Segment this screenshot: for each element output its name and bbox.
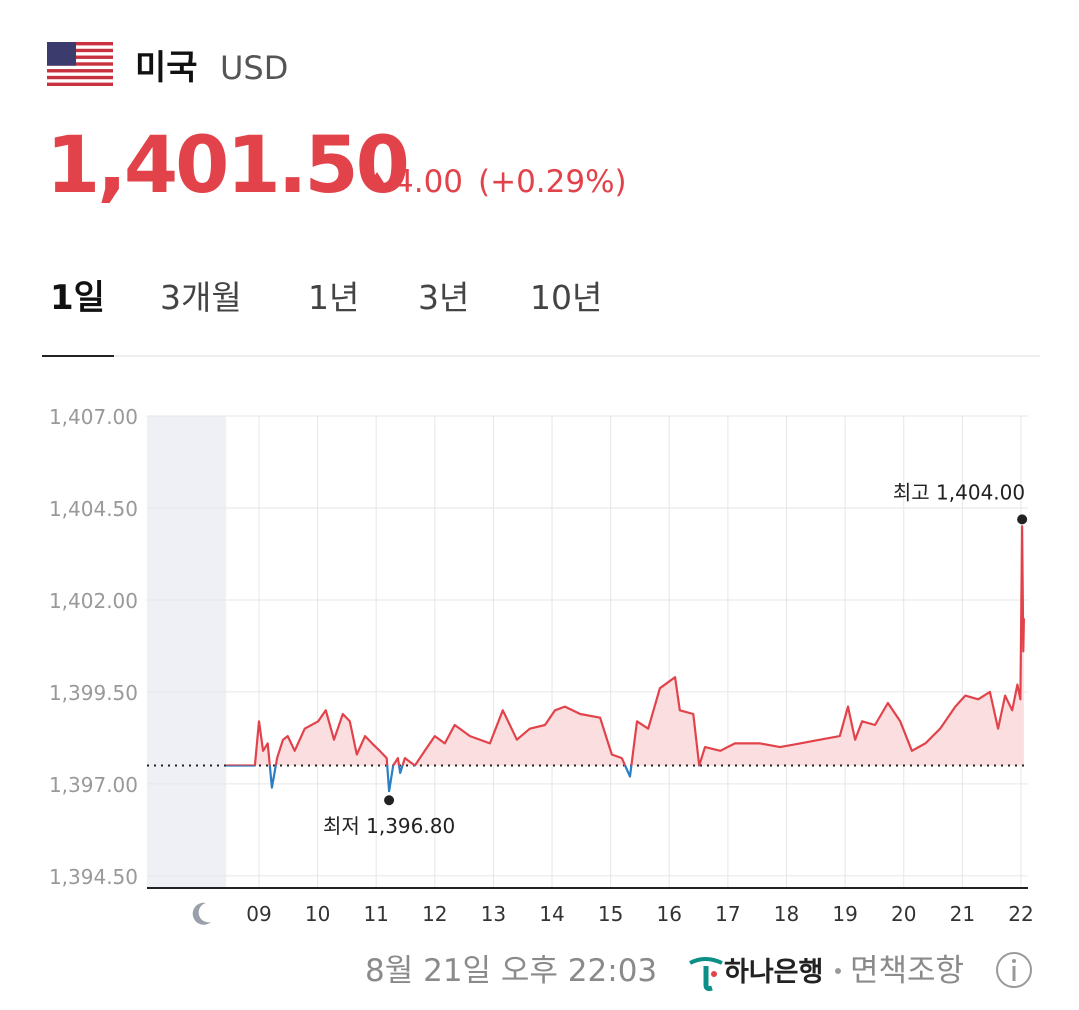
x-tick-label: 09 xyxy=(246,902,271,926)
chart: 1,394.50 1,397.00 1,399.50 1,402.00 1,404.50… xyxy=(49,405,1034,926)
timestamp: 8월 21일 오후 22:03 xyxy=(365,953,657,989)
bank-logo xyxy=(689,957,723,992)
price: 1,401.50 xyxy=(46,121,407,211)
separator xyxy=(835,968,841,974)
tab[interactable]: 1일 xyxy=(50,278,105,318)
x-tick-label: 13 xyxy=(481,902,506,926)
x-tick-label: 10 xyxy=(305,902,330,926)
tab[interactable]: 1년 xyxy=(308,278,359,317)
x-tick-label: 20 xyxy=(891,902,916,926)
annotation-dot xyxy=(1017,514,1028,525)
x-tick-label: 14 xyxy=(539,902,564,926)
x-tick-label: 12 xyxy=(422,902,447,926)
flag xyxy=(47,42,113,86)
tab[interactable]: 10년 xyxy=(530,278,602,317)
tab[interactable]: 3년 xyxy=(418,278,469,317)
area xyxy=(226,526,1024,766)
info-icon[interactable] xyxy=(996,952,1032,988)
shaded-range xyxy=(147,416,227,888)
x-tick-label: 16 xyxy=(657,902,682,926)
x-tick-label: 19 xyxy=(832,902,857,926)
change-percent: (+0.29%) xyxy=(478,164,627,200)
y-tick-label: 1,397.00 xyxy=(49,773,138,797)
annotation-dot xyxy=(384,795,395,806)
y-tick-label: 1,404.50 xyxy=(49,497,138,521)
tab-bar: 1일 3개월 1년 3년 10년 xyxy=(42,278,1040,357)
x-tick-label: 11 xyxy=(363,902,388,926)
x-tick-label: 21 xyxy=(950,902,975,926)
bank-name: 하나은행 xyxy=(724,957,823,988)
disclaimer[interactable]: 면책조항 xyxy=(850,953,964,989)
x-tick-label: 15 xyxy=(598,902,623,926)
annotation: 최저 1,396.80 xyxy=(323,814,455,838)
y-tick-label: 1,402.00 xyxy=(49,589,138,613)
y-tick-label: 1,407.00 xyxy=(49,405,138,429)
x-tick-label: 22 xyxy=(1008,902,1033,926)
x-tick-label: 17 xyxy=(715,902,740,926)
up-arrow xyxy=(368,172,386,186)
country: 미국 xyxy=(135,48,198,88)
currency: USD xyxy=(220,49,288,87)
y-tick-label: 1,399.50 xyxy=(49,681,138,705)
y-tick-label: 1,394.50 xyxy=(49,865,138,889)
tab[interactable]: 3개월 xyxy=(160,278,242,317)
x-tick-label: 18 xyxy=(774,902,799,926)
night-icon xyxy=(192,902,211,925)
annotation: 최고 1,404.00 xyxy=(893,480,1025,504)
change: 4.00 xyxy=(394,164,463,200)
line xyxy=(226,525,1025,793)
